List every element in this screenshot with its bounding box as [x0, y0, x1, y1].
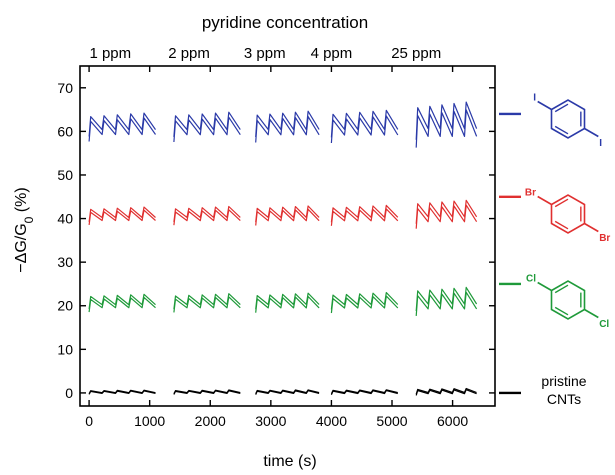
series-trace [415, 204, 478, 229]
x-axis-title: time (s) [263, 453, 316, 470]
y-tick-label: 70 [57, 80, 73, 96]
substituent-label-bottom: Br [599, 233, 610, 244]
x-tick-label: 0 [85, 413, 93, 429]
x-tick-label: 3000 [255, 413, 286, 429]
series-trace [173, 296, 241, 313]
plot-frame [79, 65, 496, 407]
series-trace [415, 286, 478, 312]
substituent-label-bottom: I [599, 138, 602, 149]
y-axis-title-sub: 0 [22, 216, 36, 223]
dichlorobenzene-structure: Cl Cl [526, 274, 609, 331]
series-trace [255, 295, 320, 313]
y-tick-label: 30 [57, 254, 73, 270]
series-trace [415, 101, 478, 140]
y-axis-title-main: −ΔG/G [13, 223, 30, 272]
y-tick-label: 10 [57, 341, 73, 357]
series-trace [415, 291, 478, 316]
substituent-bond [584, 127, 599, 138]
substituent-bond [537, 281, 552, 292]
concentration-label: 4 ppm [311, 45, 353, 62]
series-trace [88, 117, 156, 142]
diiodobenzene-structure: I I [533, 93, 602, 150]
benzene-ring [550, 194, 586, 234]
series-trace [255, 110, 320, 138]
y-tick-label: 50 [57, 167, 73, 183]
series-trace [88, 293, 156, 310]
double-bond [554, 198, 569, 208]
series-trace [330, 390, 398, 395]
x-tick-label: 4000 [316, 413, 347, 429]
y-axis-title-unit: (%) [13, 187, 30, 216]
series-trace [330, 109, 399, 138]
series-trace [88, 390, 156, 395]
concentration-label: 1 ppm [89, 45, 131, 62]
y-tick-label: 0 [65, 385, 73, 401]
dibromobenzene-structure: Br Br [525, 188, 611, 245]
series-trace [330, 292, 399, 310]
series-trace [255, 208, 320, 226]
benzene-ring [550, 99, 586, 139]
substituent-bond [537, 100, 552, 111]
chart-title: pyridine concentration [202, 13, 368, 32]
y-tick-label: 60 [57, 123, 73, 139]
substituent-label-bottom: Cl [599, 319, 609, 330]
series-trace [255, 390, 320, 395]
x-tick-label: 2000 [195, 413, 226, 429]
series-trace [88, 209, 156, 225]
series-trace [173, 390, 241, 395]
series-markers [499, 112, 521, 395]
series-trace [415, 389, 477, 396]
series-trace [173, 209, 241, 226]
series-trace [255, 116, 320, 143]
double-bond [554, 284, 569, 294]
concentration-label: 25 ppm [391, 45, 441, 62]
substituent-bond [537, 195, 552, 206]
pristine-label-line1: pristine [541, 373, 586, 389]
y-tick-label: 40 [57, 211, 73, 227]
pristine-label-line2: CNTs [547, 391, 581, 407]
series-trace [330, 204, 399, 223]
series-trace [173, 111, 241, 137]
substituent-label-top: Cl [526, 274, 536, 285]
substituent-label-top: Br [525, 188, 536, 199]
series-trace [255, 292, 320, 310]
series-trace [173, 205, 241, 223]
substituent-bond [584, 222, 599, 233]
data-traces [88, 101, 478, 396]
x-tick-label: 5000 [376, 413, 407, 429]
series-trace [415, 199, 478, 224]
y-tick-label: 20 [57, 298, 73, 314]
series-trace [88, 206, 156, 222]
series-trace [415, 109, 478, 148]
series-trace [173, 116, 241, 143]
substituent-label-top: I [533, 93, 536, 104]
series-trace [88, 296, 156, 313]
series-trace [330, 295, 399, 314]
series-trace [330, 115, 399, 144]
benzene-ring [550, 280, 586, 320]
axis-ticks: 0 1000 2000 3000 4000 5000 6000 0 10 20 30 40 50 60 70 [57, 66, 495, 429]
concentration-label: 3 ppm [244, 45, 286, 62]
double-bond [554, 220, 569, 230]
double-bond [554, 306, 569, 316]
concentration-labels: 1 ppm 2 ppm 3 ppm 4 ppm 25 ppm [89, 45, 441, 62]
series-trace [330, 208, 399, 226]
series-trace [173, 293, 241, 310]
x-tick-label: 6000 [437, 413, 468, 429]
series-trace [88, 112, 156, 137]
double-bond [554, 103, 569, 113]
y-axis-title: −ΔG/G0 (%) [13, 187, 36, 272]
x-tick-label: 1000 [134, 413, 165, 429]
double-bond [554, 125, 569, 135]
concentration-label: 2 ppm [168, 45, 210, 62]
substituent-bond [584, 308, 599, 319]
